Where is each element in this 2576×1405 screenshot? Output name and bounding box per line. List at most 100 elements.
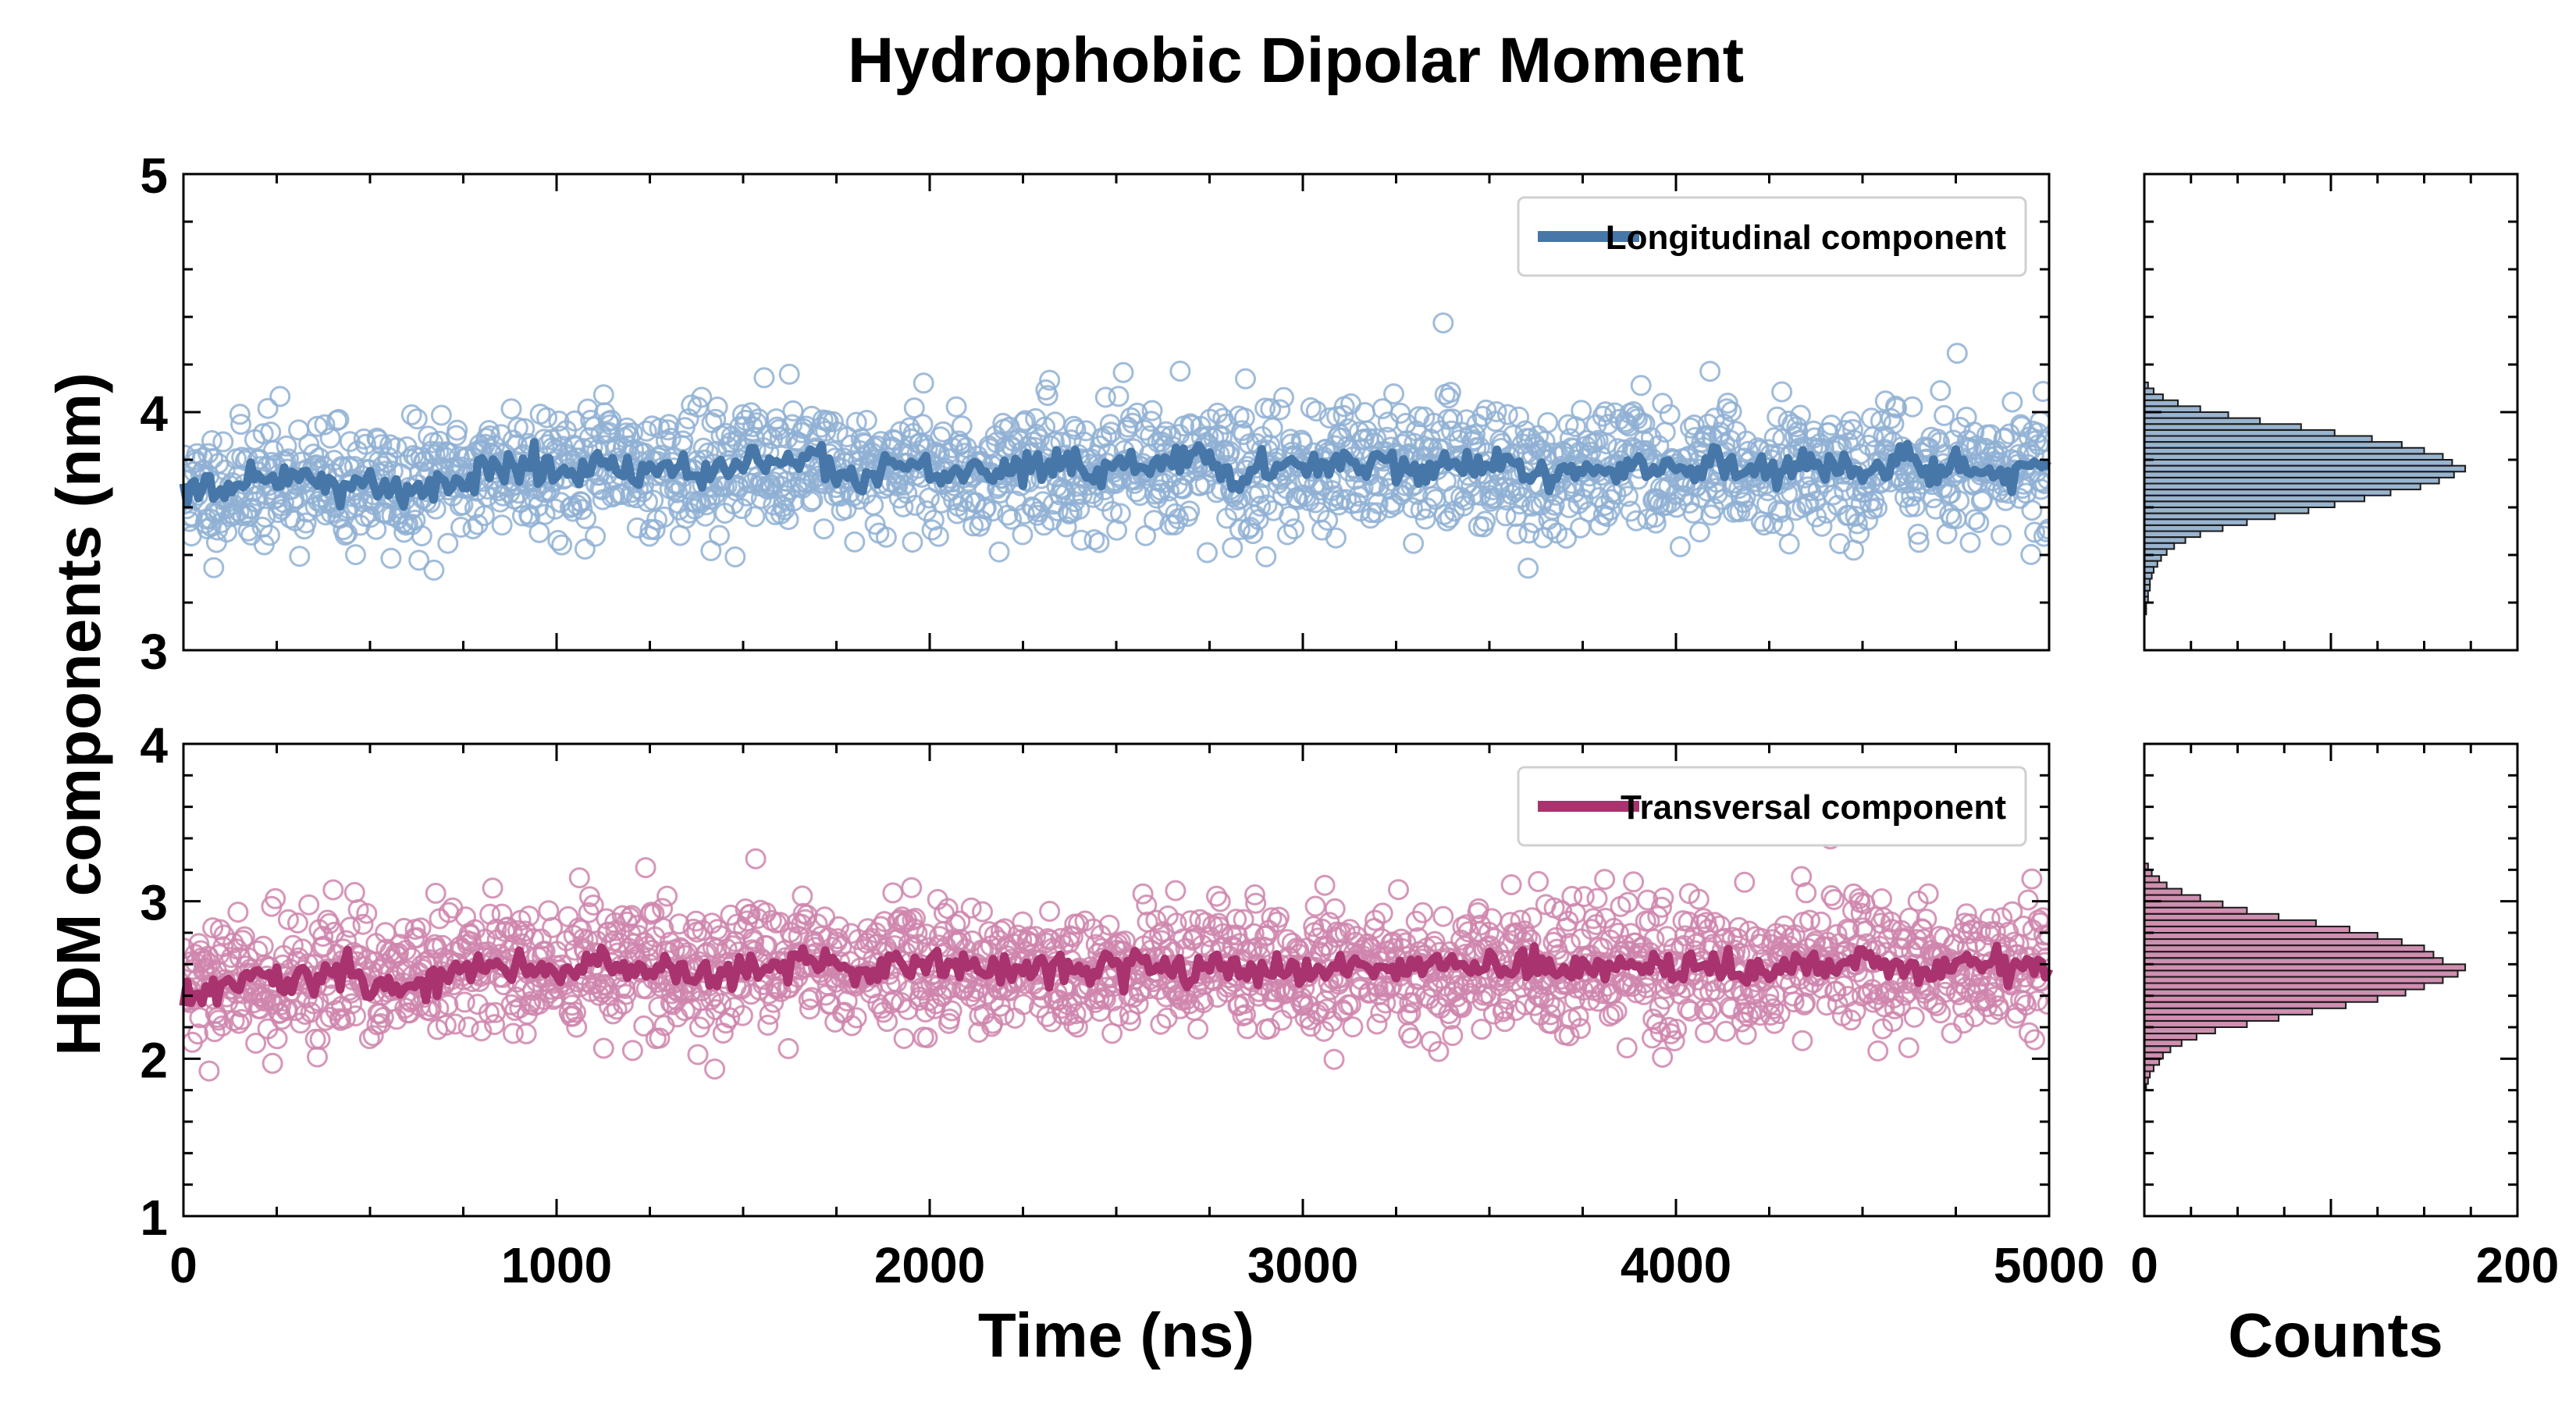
scatter-point	[1485, 401, 1507, 422]
scatter-point	[952, 491, 973, 512]
scatter-point	[763, 991, 785, 1013]
scatter-point	[927, 525, 949, 547]
scatter-point	[1695, 1022, 1717, 1044]
scatter-point	[345, 544, 366, 566]
scatter-point	[1172, 928, 1194, 950]
scatter-point	[2021, 500, 2043, 521]
scatter-point	[1666, 1019, 1688, 1040]
scatter-point	[2035, 431, 2049, 452]
scatter-point	[801, 987, 823, 1008]
scatter-point	[1528, 870, 1550, 892]
scatter-point	[735, 485, 757, 507]
scatter-point	[1197, 542, 1218, 564]
scatter-point	[1979, 908, 2001, 930]
scatter-point	[1934, 404, 1955, 426]
scatter-point	[1315, 439, 1336, 460]
scatter-point	[230, 414, 251, 436]
scatter-point	[571, 499, 593, 521]
scatter-point	[945, 396, 967, 418]
scatter-point	[1314, 874, 1336, 896]
histogram-bar	[2144, 399, 2179, 407]
scatter-point	[1147, 979, 1169, 1001]
scatter-point	[660, 428, 681, 449]
scatter-point	[2034, 473, 2049, 495]
scatter-point	[1833, 975, 1854, 997]
scatter-point	[1127, 993, 1149, 1015]
x-axis-label-time: Time (ns)	[978, 1300, 1254, 1370]
scatter-point	[1799, 909, 1820, 931]
scatter-point	[1219, 440, 1240, 462]
scatter-point	[1354, 402, 1375, 423]
scatter-point	[328, 408, 350, 430]
scatter-point	[1150, 1013, 1172, 1035]
scatter-point	[1432, 312, 1454, 334]
histogram-bar	[2144, 925, 2350, 934]
scatter-point	[1069, 498, 1091, 520]
scatter-point	[1941, 1023, 1962, 1044]
scatter-point	[1925, 498, 1947, 520]
scatter-point	[1323, 1048, 1345, 1070]
scatter-point	[282, 934, 304, 956]
scatter-point	[507, 417, 528, 439]
scatter-point	[704, 1058, 726, 1080]
scatter-point	[1620, 923, 1642, 944]
scatter-point	[950, 929, 972, 951]
y-tick-label: 5	[140, 148, 168, 204]
scatter-point	[551, 534, 573, 556]
scatter-point	[1758, 984, 1780, 1006]
scatter-point	[903, 918, 925, 940]
scatter-point	[1370, 1001, 1392, 1023]
histogram-bar	[2144, 446, 2425, 455]
scatter-point	[1795, 882, 1817, 904]
scatter-point	[1332, 1001, 1354, 1023]
scatter-point	[1771, 381, 1793, 403]
histogram-bar	[2144, 951, 2435, 959]
scatter-point	[1317, 510, 1339, 531]
scatter-point	[1829, 533, 1851, 554]
scatter-point	[276, 435, 297, 457]
scatter-point	[642, 939, 663, 961]
scatter-point	[1108, 1005, 1130, 1027]
scatter-point	[1680, 1000, 1701, 1022]
scatter-point	[993, 1004, 1015, 1026]
scatter-point	[1585, 432, 1606, 454]
histogram-bar	[2144, 988, 2407, 997]
scatter-point	[1623, 871, 1645, 893]
scatter-point	[845, 1007, 867, 1029]
scatter-point	[1015, 410, 1036, 432]
histogram-bar	[2144, 969, 2459, 978]
y-tick-label: 4	[140, 717, 168, 774]
scatter-point	[577, 929, 599, 951]
scatter-point	[1140, 411, 1162, 432]
scatter-point	[1653, 988, 1675, 1010]
y-tick-label: 2	[140, 1032, 168, 1088]
scatter-point	[813, 518, 834, 540]
scatter-point	[649, 1027, 671, 1049]
scatter-point	[1112, 361, 1134, 383]
scatter-point	[1617, 486, 1638, 507]
scatter-point	[1811, 515, 1833, 537]
scatter-point	[1140, 425, 1162, 446]
scatter-point	[457, 1016, 479, 1038]
scatter-point	[202, 917, 224, 939]
scatter-point	[731, 1005, 753, 1026]
scatter-point	[1508, 406, 1530, 428]
scatter-point	[307, 1046, 328, 1068]
scatter-point	[530, 928, 552, 950]
scatter-point	[1398, 1023, 1420, 1044]
scatter-point	[1906, 929, 1928, 951]
histogram-bar	[2144, 441, 2403, 449]
scatter-point	[806, 913, 828, 935]
scatter-point	[687, 1044, 709, 1065]
scatter-point	[709, 525, 730, 546]
scatter-point	[536, 407, 557, 429]
scatter-point	[916, 923, 938, 945]
scatter-point	[1478, 921, 1500, 943]
scatter-point	[1304, 895, 1326, 917]
scatter-point	[1404, 983, 1426, 1005]
scatter-point	[574, 538, 596, 560]
scatter-point	[1559, 933, 1581, 955]
scatter-point	[289, 546, 311, 567]
scatter-point	[1521, 495, 1542, 517]
scatter-point	[534, 503, 556, 525]
